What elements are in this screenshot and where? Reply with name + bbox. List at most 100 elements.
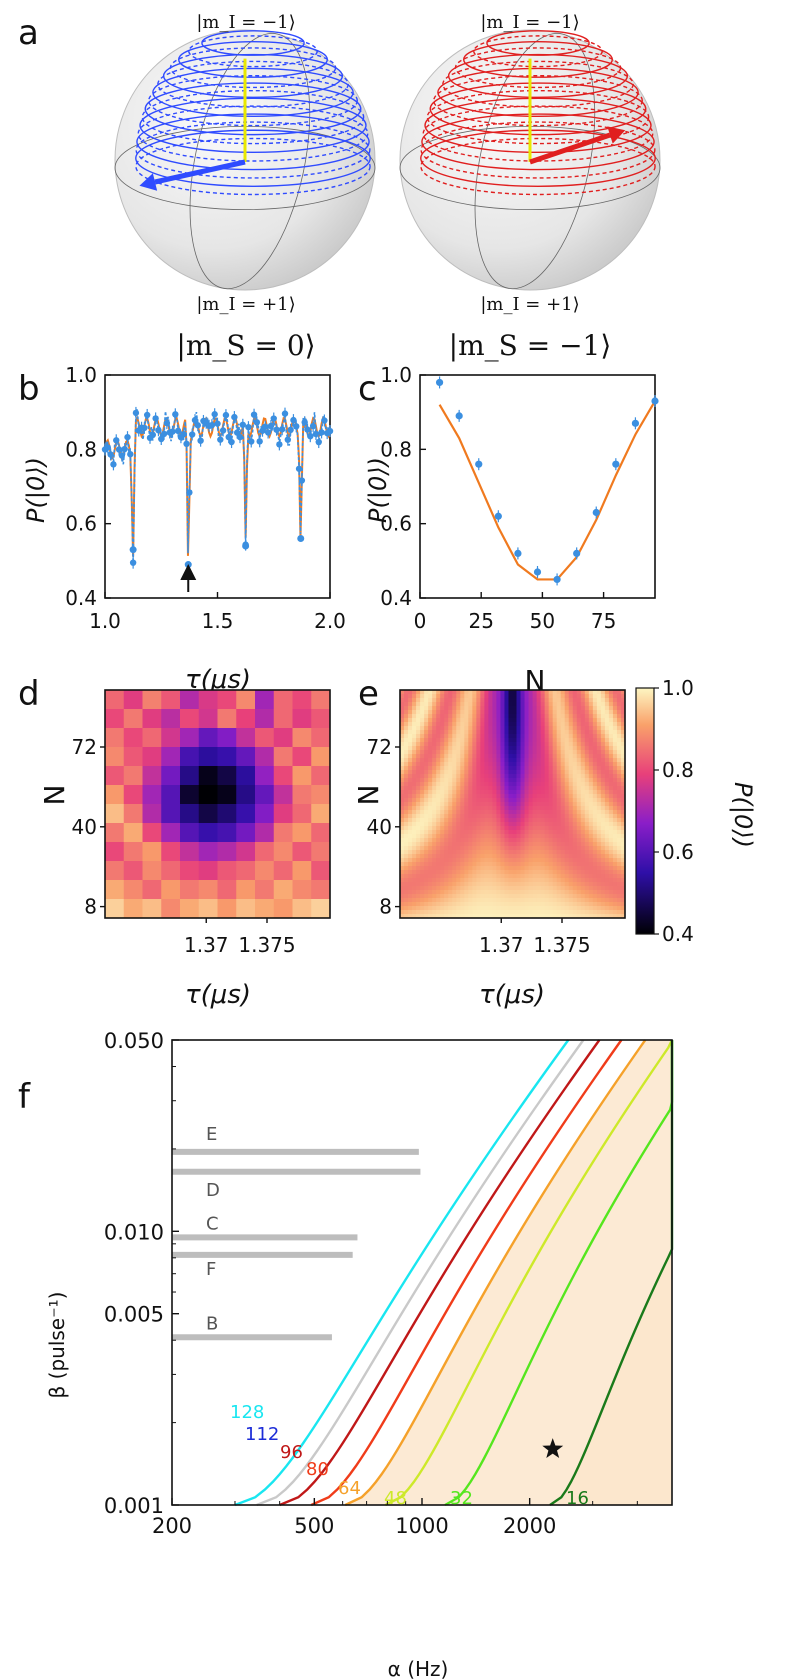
heatmap-cell xyxy=(508,874,513,879)
heatmap-cell xyxy=(492,782,497,787)
heatmap-cell xyxy=(548,858,554,863)
heatmap-cell xyxy=(436,802,441,807)
heatmap-cell xyxy=(532,806,538,811)
heatmap-cell xyxy=(444,774,449,779)
heatmap-cell xyxy=(532,690,538,695)
heatmap-cell xyxy=(500,810,505,815)
heatmap-cell xyxy=(464,858,469,863)
heatmap-cell xyxy=(540,854,546,859)
heatmap-cell xyxy=(548,694,554,699)
heatmap-cell xyxy=(612,878,618,883)
heatmap-cell xyxy=(400,834,405,839)
heatmap-cell xyxy=(400,762,405,767)
heatmap-cell xyxy=(568,734,574,739)
heatmap-cell xyxy=(584,894,590,899)
heatmap-cell xyxy=(572,738,578,743)
heatmap-cell xyxy=(408,858,413,863)
heatmap-cell xyxy=(496,730,501,735)
heatmap-cell xyxy=(576,702,582,707)
heatmap-cell xyxy=(198,690,218,710)
heatmap-cell xyxy=(528,898,533,903)
heatmap-cell xyxy=(512,838,517,843)
heatmap-cell xyxy=(520,798,525,803)
heatmap-cell xyxy=(564,826,570,831)
heatmap-cell xyxy=(480,914,485,919)
heatmap-cell xyxy=(544,746,550,751)
heatmap-cell xyxy=(504,866,509,871)
heatmap-cell xyxy=(484,782,489,787)
curve-label-80: 80 xyxy=(306,1459,329,1480)
heatmap-cell xyxy=(608,898,614,903)
heatmap-cell xyxy=(508,846,513,851)
heatmap-cell xyxy=(404,914,409,919)
heatmap-cell xyxy=(408,742,413,747)
heatmap-cell xyxy=(180,880,200,900)
heatmap-cell xyxy=(452,806,457,811)
heatmap-cell xyxy=(448,886,453,891)
heatmap-cell xyxy=(536,914,542,919)
heatmap-cell xyxy=(540,878,546,883)
heatmap-cell xyxy=(436,782,441,787)
heatmap-cell xyxy=(608,810,614,815)
heatmap-cell xyxy=(540,838,546,843)
heatmap-cell xyxy=(484,726,489,731)
data-point xyxy=(239,421,247,428)
heatmap-cell xyxy=(620,698,626,703)
heatmap-cell xyxy=(416,874,421,879)
heatmap-cell xyxy=(512,802,517,807)
heatmap-cell xyxy=(464,794,469,799)
heatmap-cell xyxy=(444,822,449,827)
heatmap-cell xyxy=(404,842,409,847)
heatmap-cell xyxy=(456,694,461,699)
heatmap-cell xyxy=(560,842,566,847)
heatmap-cell xyxy=(452,898,457,903)
heatmap-cell xyxy=(516,830,521,835)
heatmap-cell xyxy=(255,899,275,919)
heatmap-cell xyxy=(520,814,525,819)
heatmap-cell xyxy=(552,698,558,703)
heatmap-cell xyxy=(572,798,578,803)
curve-80 xyxy=(310,1039,623,1507)
heatmap-cell xyxy=(548,782,554,787)
x-tick-label: 50 xyxy=(530,609,555,633)
heatmap-cell xyxy=(576,834,582,839)
heatmap-cell xyxy=(273,899,293,919)
heatmap-cell xyxy=(616,874,622,879)
heatmap-cell xyxy=(552,814,558,819)
heatmap-cell xyxy=(548,830,554,835)
heatmap-cell xyxy=(484,862,489,867)
heatmap-cell xyxy=(524,702,529,707)
heatmap-cell xyxy=(448,778,453,783)
heatmap-cell xyxy=(273,880,293,900)
heatmap-cell xyxy=(596,814,602,819)
heatmap-cell xyxy=(552,762,558,767)
heatmap-cell xyxy=(484,758,489,763)
heatmap-cell xyxy=(468,854,473,859)
heatmap-cell xyxy=(408,710,413,715)
heatmap-cell xyxy=(536,822,542,827)
heatmap-cell xyxy=(616,746,622,751)
heatmap-cell xyxy=(416,842,421,847)
heatmap-cell xyxy=(540,858,546,863)
heatmap-cell xyxy=(544,910,550,915)
heatmap-cell xyxy=(524,826,529,831)
heatmap-cell xyxy=(198,880,218,900)
heatmap-cell xyxy=(604,762,610,767)
heatmap-cell xyxy=(508,830,513,835)
heatmap-cell xyxy=(556,722,562,727)
heatmap-cell xyxy=(504,794,509,799)
heatmap-cell xyxy=(452,890,457,895)
heatmap-cell xyxy=(484,878,489,883)
heatmap-cell xyxy=(572,758,578,763)
heatmap-cell xyxy=(588,830,594,835)
heatmap-cell xyxy=(588,782,594,787)
heatmap-cell xyxy=(436,770,441,775)
heatmap-cell xyxy=(488,870,493,875)
heatmap-cell xyxy=(444,718,449,723)
heatmap-cell xyxy=(544,830,550,835)
heatmap-cell xyxy=(432,702,437,707)
state-arrow-head xyxy=(607,126,626,144)
heatmap-cell xyxy=(424,770,429,775)
heatmap-cell xyxy=(448,722,453,727)
heatmap-cell xyxy=(536,714,542,719)
